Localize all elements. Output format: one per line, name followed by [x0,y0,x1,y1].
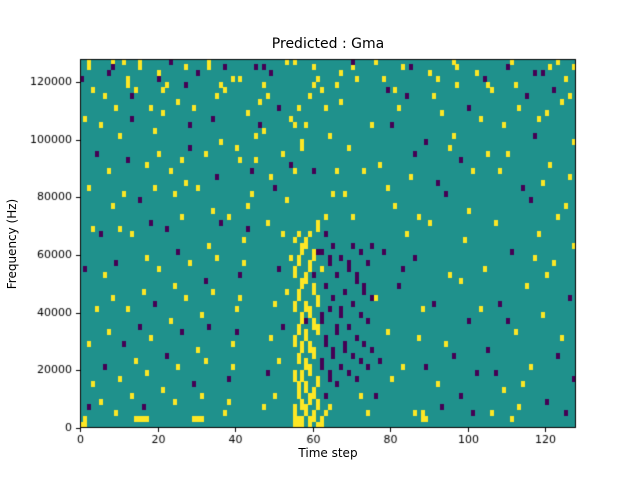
chart-title: Predicted : Gma [271,36,385,52]
x-axis-label: Time step [298,446,358,460]
y-axis-label: Frequency (Hz) [5,198,19,290]
